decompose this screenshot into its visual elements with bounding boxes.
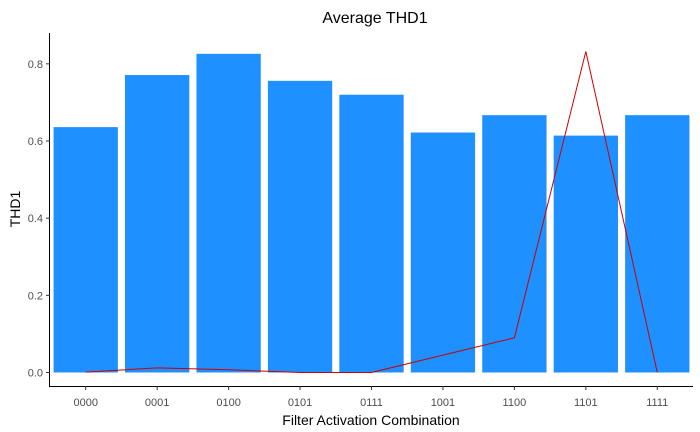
bar-1001 [410,132,476,373]
x-tick-label: 1111 [646,397,668,409]
bar-0100 [196,53,261,373]
bar-series [53,53,690,373]
x-tick-label: 1001 [431,397,455,409]
bar-0001 [125,75,190,373]
y-axis-ticks: 0.0 0.2 0.4 0.6 0.8 [28,59,50,380]
bar-0101 [267,80,333,373]
line-series [85,51,658,373]
bar-1101 [553,135,618,373]
x-tick-label: 1100 [503,397,527,409]
bar-1111 [625,115,690,373]
bar-0111 [339,94,404,373]
y-tick-label: 0.4 [28,213,43,225]
x-tick-label: 0100 [216,397,240,409]
y-axis-label: THD1 [7,191,23,228]
chart-title: Average THD1 [322,10,427,27]
x-axis-label: Filter Activation Combination [282,412,459,428]
x-tick-label: 1101 [574,397,598,409]
x-tick-label: 0101 [288,397,312,409]
x-tick-label: 0001 [145,397,169,409]
y-tick-label: 0.6 [28,136,43,148]
bar-1100 [482,115,547,373]
x-tick-label: 0000 [73,397,97,409]
line-series-layer [85,51,658,373]
x-axis-ticks: 0000 0001 0100 0101 0111 1001 1100 1101 1111 [73,386,668,409]
y-tick-label: 0.8 [28,59,43,71]
x-tick-label: 0111 [360,397,383,409]
y-tick-label: 0.2 [28,290,43,302]
bar-0000 [53,127,118,373]
y-tick-label: 0.0 [28,368,43,380]
